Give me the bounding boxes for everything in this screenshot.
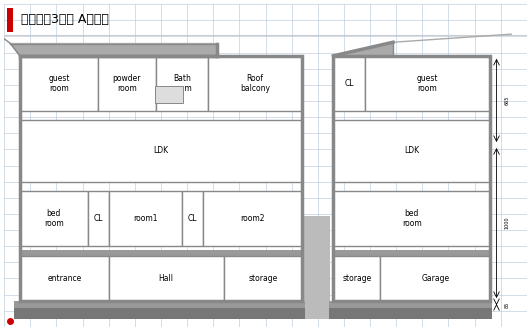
Text: Bath
room: Bath room bbox=[172, 73, 192, 93]
Text: guest
room: guest room bbox=[48, 73, 70, 93]
Text: powder
room: powder room bbox=[113, 73, 141, 93]
Bar bbox=[333, 251, 490, 256]
Polygon shape bbox=[11, 44, 217, 56]
Bar bbox=[20, 56, 302, 301]
Bar bbox=[329, 301, 492, 308]
Text: CL: CL bbox=[93, 214, 103, 223]
Text: Hall: Hall bbox=[159, 274, 174, 283]
Bar bbox=[14, 301, 305, 308]
Bar bbox=[333, 191, 490, 246]
Text: bed
room: bed room bbox=[44, 209, 64, 228]
Bar bbox=[329, 308, 492, 319]
Text: storage: storage bbox=[249, 274, 278, 283]
Bar bbox=[208, 56, 302, 111]
Bar bbox=[20, 197, 302, 202]
Bar bbox=[365, 56, 490, 111]
Bar bbox=[304, 216, 330, 319]
Bar bbox=[14, 308, 305, 319]
Bar bbox=[333, 145, 490, 150]
Bar bbox=[20, 251, 302, 256]
Bar bbox=[224, 256, 302, 301]
Text: LDK: LDK bbox=[153, 147, 168, 156]
Text: CL: CL bbox=[345, 79, 354, 88]
Polygon shape bbox=[333, 42, 393, 56]
Bar bbox=[381, 256, 490, 301]
Bar bbox=[333, 56, 490, 301]
Text: 85: 85 bbox=[505, 302, 510, 308]
Text: entrance: entrance bbox=[47, 274, 81, 283]
Text: Roof
balcony: Roof balcony bbox=[240, 73, 270, 93]
Bar bbox=[156, 56, 208, 111]
Text: bed
room: bed room bbox=[402, 209, 422, 228]
Bar bbox=[333, 256, 381, 301]
Bar bbox=[7, 8, 13, 31]
Bar bbox=[20, 56, 98, 111]
Bar bbox=[333, 197, 490, 202]
Text: guest
room: guest room bbox=[417, 73, 438, 93]
Text: CL: CL bbox=[187, 214, 197, 223]
Bar bbox=[20, 191, 88, 246]
Text: Garage: Garage bbox=[421, 274, 449, 283]
Text: 1000: 1000 bbox=[505, 217, 510, 229]
Text: room1: room1 bbox=[133, 214, 158, 223]
Bar bbox=[155, 86, 183, 103]
Bar bbox=[20, 256, 109, 301]
Bar bbox=[182, 191, 203, 246]
Text: 断面図（3分割 A区画）: 断面図（3分割 A区画） bbox=[21, 13, 109, 26]
Bar bbox=[20, 145, 302, 150]
Text: storage: storage bbox=[342, 274, 372, 283]
Bar bbox=[333, 56, 365, 111]
Bar bbox=[109, 256, 224, 301]
Text: room2: room2 bbox=[240, 214, 264, 223]
Bar bbox=[88, 191, 109, 246]
Bar bbox=[333, 120, 490, 182]
Bar bbox=[20, 120, 302, 182]
Text: LDK: LDK bbox=[404, 147, 419, 156]
Bar bbox=[98, 56, 156, 111]
Bar bbox=[203, 191, 302, 246]
Text: 665: 665 bbox=[505, 96, 510, 105]
Bar bbox=[109, 191, 182, 246]
